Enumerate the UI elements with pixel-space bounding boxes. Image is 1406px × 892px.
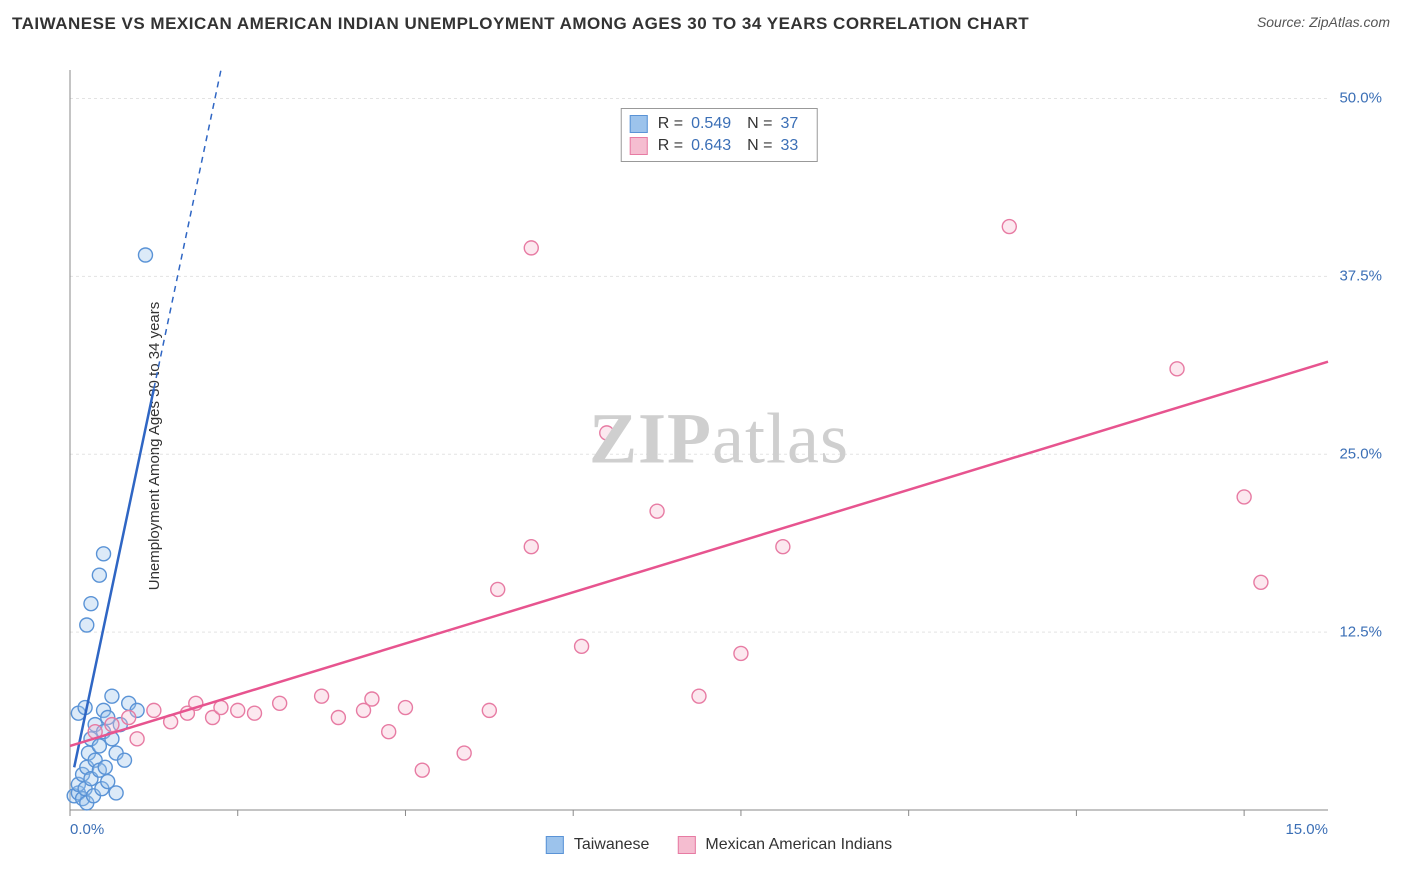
y-tick-label: 12.5% — [1339, 624, 1382, 641]
legend-r-label: R = — [658, 137, 683, 155]
x-tick-label: 15.0% — [1285, 821, 1328, 838]
legend-r-value: 0.643 — [691, 137, 731, 155]
legend-swatch — [630, 115, 648, 133]
y-tick-label: 25.0% — [1339, 446, 1382, 463]
source-link[interactable]: ZipAtlas.com — [1309, 14, 1390, 30]
chart-plot-area: ZIPatlas R =0.549N =37R =0.643N =33 Taiw… — [50, 50, 1388, 860]
legend-n-label: N = — [747, 115, 772, 133]
x-tick-label: 0.0% — [70, 821, 104, 838]
legend-r-label: R = — [658, 115, 683, 133]
legend-series-name: Taiwanese — [574, 836, 650, 854]
legend-r-value: 0.549 — [691, 115, 731, 133]
legend-series-item: Mexican American Indians — [677, 836, 892, 854]
legend-n-value: 33 — [780, 137, 798, 155]
source-prefix: Source: — [1257, 14, 1309, 30]
legend-swatch — [546, 836, 564, 854]
source-attribution: Source: ZipAtlas.com — [1257, 14, 1390, 30]
legend-n-value: 37 — [780, 115, 798, 133]
chart-title: TAIWANESE VS MEXICAN AMERICAN INDIAN UNE… — [12, 14, 1029, 34]
y-tick-label: 50.0% — [1339, 90, 1382, 107]
legend-n-label: N = — [747, 137, 772, 155]
legend-series-name: Mexican American Indians — [705, 836, 892, 854]
chart-svg — [50, 50, 1388, 860]
y-tick-label: 37.5% — [1339, 268, 1382, 285]
legend-series: Taiwanese Mexican American Indians — [546, 836, 892, 854]
legend-correlation: R = 0.549 N = 37 R = 0.643 N = 33 — [621, 108, 818, 162]
legend-swatch — [630, 137, 648, 155]
legend-correlation-row: R = 0.549 N = 37 — [630, 113, 809, 135]
legend-series-item: Taiwanese — [546, 836, 650, 854]
legend-correlation-row: R = 0.643 N = 33 — [630, 135, 809, 157]
legend-swatch — [677, 836, 695, 854]
